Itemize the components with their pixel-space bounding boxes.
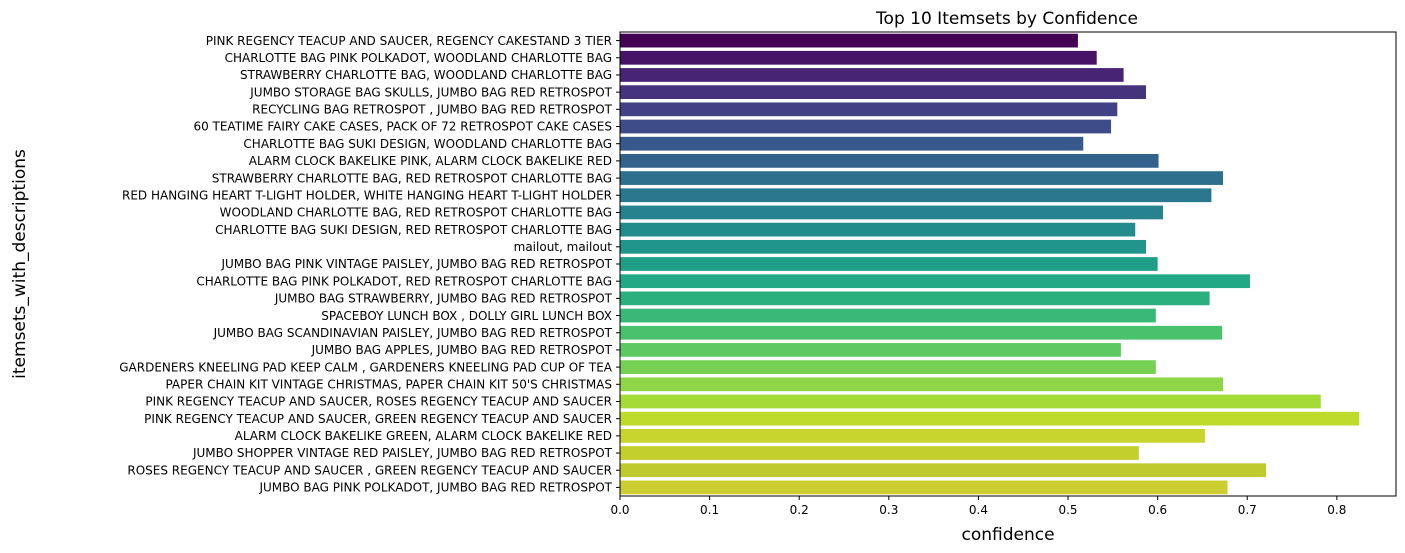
bar [620, 85, 1146, 100]
x-tick-label: 0.0 [610, 503, 629, 517]
x-tick-label: 0.4 [969, 503, 988, 517]
y-tick-label: JUMBO STORAGE BAG SKULLS, JUMBO BAG RED … [249, 85, 612, 99]
y-tick-label: JUMBO BAG APPLES, JUMBO BAG RED RETROSPO… [311, 343, 613, 357]
bar [620, 68, 1124, 82]
bar [620, 136, 1084, 151]
y-tick-label: CHARLOTTE BAG SUKI DESIGN, RED RETROSPOT… [215, 223, 612, 237]
bar [620, 205, 1164, 220]
x-tick-label: 0.6 [1148, 503, 1167, 517]
y-tick-label: RED HANGING HEART T-LIGHT HOLDER, WHITE … [122, 188, 612, 202]
y-tick-label: JUMBO BAG STRAWBERRY, JUMBO BAG RED RETR… [274, 292, 613, 306]
bar [620, 308, 1156, 323]
bar [620, 50, 1097, 65]
x-tick-label: 0.8 [1327, 503, 1346, 517]
bar [620, 411, 1360, 426]
y-tick-label: PINK REGENCY TEACUP AND SAUCER, GREEN RE… [144, 412, 612, 426]
y-tick-label: JUMBO BAG SCANDINAVIAN PAISLEY, JUMBO BA… [213, 326, 613, 340]
y-tick-label: CHARLOTTE BAG PINK POLKADOT, RED RETROSP… [196, 274, 612, 288]
y-tick-label: STRAWBERRY CHARLOTTE BAG, WOODLAND CHARL… [240, 68, 612, 82]
x-axis-title: confidence [961, 525, 1054, 545]
x-axis-ticks: 0.0 0.1 0.2 0.3 0.4 0.5 0.6 0.7 0.8 [610, 496, 1346, 517]
y-tick-label: CHARLOTTE BAG PINK POLKADOT, WOODLAND CH… [225, 51, 612, 65]
bar [620, 377, 1224, 392]
bar [620, 154, 1159, 168]
bar [620, 446, 1139, 460]
bar [620, 188, 1212, 203]
x-tick-label: 0.1 [700, 503, 719, 517]
y-tick-label: ALARM CLOCK BAKELIKE PINK, ALARM CLOCK B… [249, 154, 612, 168]
bar [620, 343, 1121, 357]
y-tick-label: JUMBO BAG PINK VINTAGE PAISLEY, JUMBO BA… [220, 257, 612, 271]
bar [620, 428, 1206, 443]
y-tick-label: 60 TEATIME FAIRY CAKE CASES, PACK OF 72 … [193, 120, 612, 134]
bar [620, 222, 1136, 237]
y-tick-label: CHARLOTTE BAG SUKI DESIGN, WOODLAND CHAR… [243, 137, 612, 151]
y-tick-label: PINK REGENCY TEACUP AND SAUCER, REGENCY … [206, 34, 612, 48]
bar [620, 102, 1118, 117]
x-tick-label: 0.7 [1238, 503, 1257, 517]
bars [620, 33, 1360, 495]
x-tick-label: 0.2 [790, 503, 809, 517]
y-tick-label: mailout, mailout [514, 240, 613, 254]
y-tick-label: PAPER CHAIN KIT VINTAGE CHRISTMAS, PAPER… [165, 377, 612, 391]
y-axis-ticks: PINK REGENCY TEACUP AND SAUCER, REGENCY … [119, 34, 620, 495]
bar [620, 171, 1224, 185]
chart-title: Top 10 Itemsets by Confidence [875, 9, 1138, 29]
bar [620, 119, 1112, 134]
y-tick-label: ROSES REGENCY TEACUP AND SAUCER , GREEN … [127, 463, 612, 477]
x-tick-label: 0.5 [1058, 503, 1077, 517]
y-tick-label: JUMBO BAG PINK POLKADOT, JUMBO BAG RED R… [258, 481, 612, 495]
y-tick-label: STRAWBERRY CHARLOTTE BAG, RED RETROSPOT … [212, 171, 612, 185]
y-tick-label: JUMBO SHOPPER VINTAGE RED PAISLEY, JUMBO… [192, 446, 613, 460]
bar [620, 33, 1078, 48]
bar [620, 257, 1158, 271]
bar [620, 394, 1321, 409]
x-tick-label: 0.3 [879, 503, 898, 517]
bar [620, 325, 1223, 340]
y-tick-label: GARDENERS KNEELING PAD KEEP CALM , GARDE… [119, 360, 613, 374]
y-tick-label: PINK REGENCY TEACUP AND SAUCER, ROSES RE… [145, 395, 612, 409]
bar [620, 463, 1267, 478]
y-tick-label: SPACEBOY LUNCH BOX , DOLLY GIRL LUNCH BO… [321, 309, 612, 323]
y-axis-title: itemsets_with_descriptions [10, 149, 30, 379]
bar [620, 480, 1228, 495]
y-tick-label: ALARM CLOCK BAKELIKE GREEN, ALARM CLOCK … [235, 429, 612, 443]
bar [620, 239, 1146, 254]
y-tick-label: RECYCLING BAG RETROSPOT , JUMBO BAG RED … [252, 103, 613, 117]
y-tick-label: WOODLAND CHARLOTTE BAG, RED RETROSPOT CH… [220, 206, 612, 220]
bar [620, 360, 1156, 374]
bar [620, 274, 1250, 289]
plot-frame [619, 31, 1397, 497]
bar [620, 291, 1210, 306]
